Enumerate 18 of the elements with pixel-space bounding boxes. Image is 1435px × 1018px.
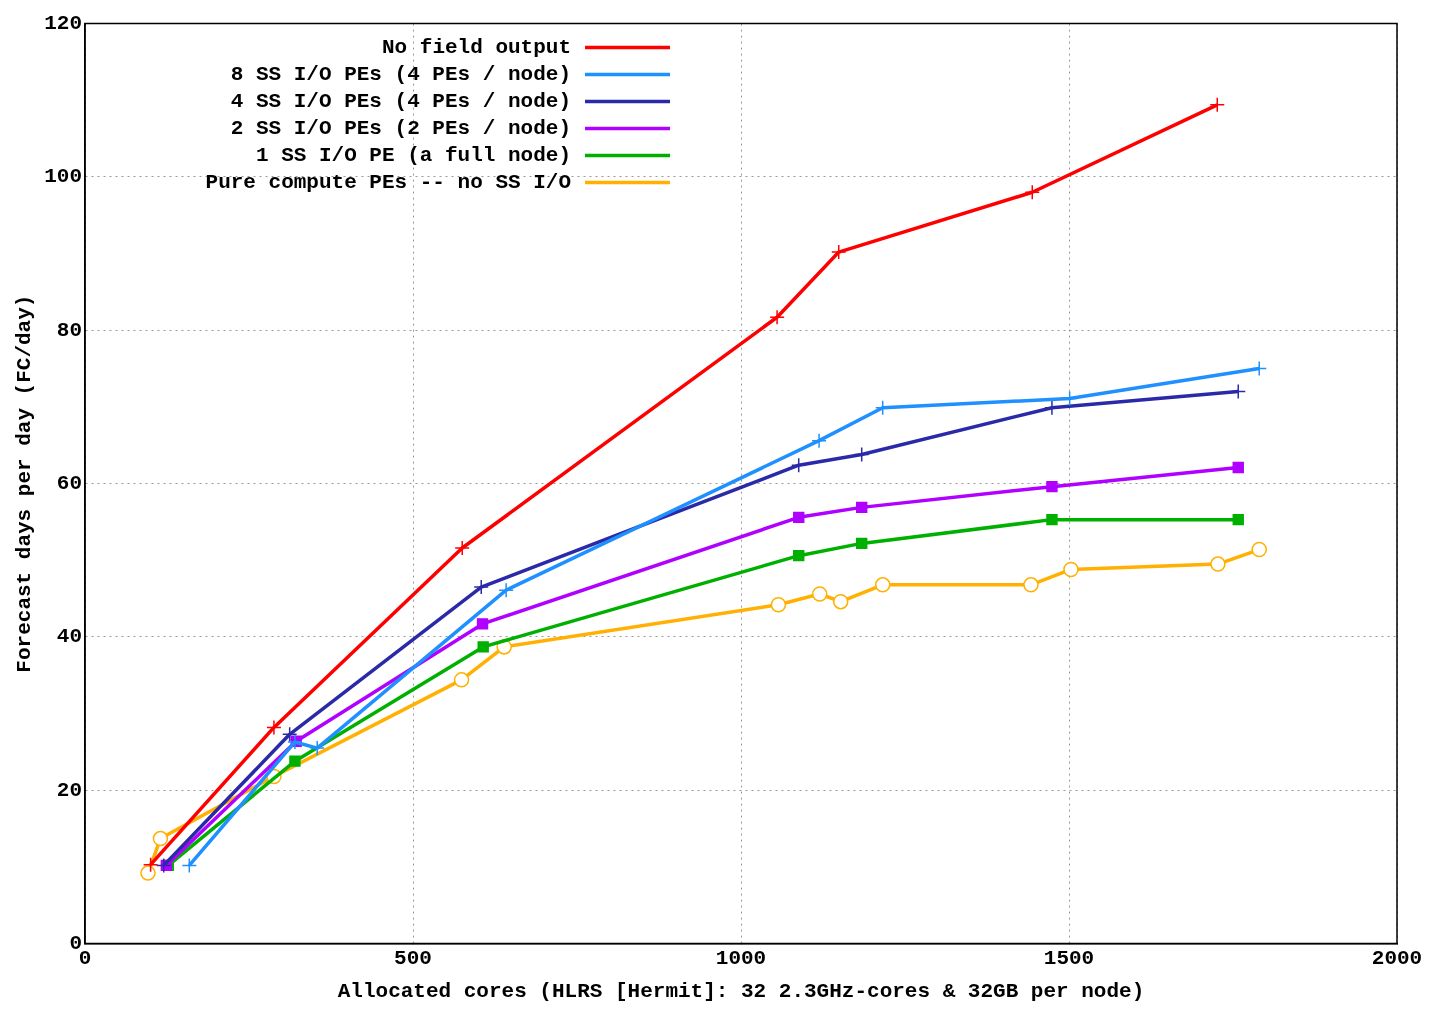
- y-tick-label: 40: [56, 625, 83, 649]
- y-tick-label: 20: [56, 778, 83, 802]
- y-tick-label: 60: [56, 471, 83, 495]
- y-tick-label: 100: [44, 165, 83, 189]
- y-tick-label: 80: [56, 318, 83, 342]
- y-axis-title: Forecast days per day (FC/day): [12, 294, 36, 673]
- legend-label: Pure compute PEs -- no SS I/O: [205, 170, 572, 194]
- x-tick-label: 500: [394, 947, 432, 971]
- x-axis-title: Allocated cores (HLRS [Hermit]: 32 2.3GHz-cores & 32GB per node): [337, 979, 1145, 1003]
- x-tick-label: 1000: [715, 947, 767, 971]
- legend-label: 4 SS I/O PEs (4 PEs / node): [230, 89, 572, 113]
- legend-label: 2 SS I/O PEs (2 PEs / node): [230, 116, 572, 140]
- y-tick-label: 120: [44, 11, 83, 35]
- x-tick-label: 2000: [1371, 947, 1423, 971]
- legend-label: 1 SS I/O PE (a full node): [255, 143, 572, 167]
- x-tick-label: 1500: [1043, 947, 1095, 971]
- legend-label: No field output: [381, 35, 572, 59]
- legend-label: 8 SS I/O PEs (4 PEs / node): [230, 62, 572, 86]
